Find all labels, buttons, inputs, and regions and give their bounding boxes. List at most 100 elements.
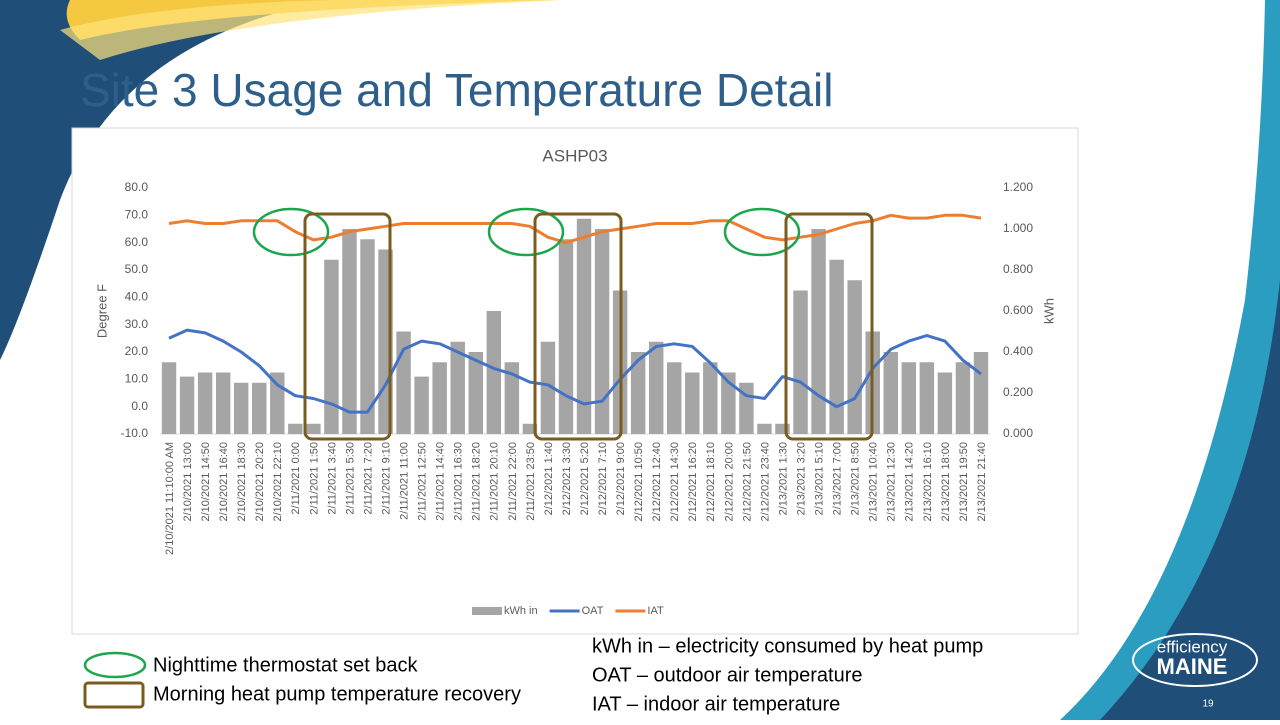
bar: [215, 372, 231, 434]
legend-label: kWh in: [504, 605, 538, 617]
y2-tick-label: 0.200: [1003, 385, 1033, 399]
x-tick-label: 2/13/2021 14:20: [904, 442, 916, 522]
x-tick-label: 2/10/2021 11:10:00 AM: [164, 442, 176, 555]
x-tick-label: 2/12/2021 14:30: [669, 442, 681, 522]
x-tick-label: 2/12/2021 3:30: [561, 442, 573, 515]
x-tick-label: 2/13/2021 1:30: [777, 442, 789, 515]
bar: [288, 423, 303, 434]
bar: [919, 362, 935, 434]
bar: [450, 341, 465, 434]
x-tick-label: 2/13/2021 5:10: [813, 442, 825, 515]
x-tick-label: 2/11/2021 9:10: [380, 442, 392, 515]
bar: [721, 372, 736, 434]
bar: [811, 229, 826, 434]
bar: [703, 362, 718, 434]
x-tick-label: 2/11/2021 0:00: [290, 442, 302, 515]
x-tick-label: 2/12/2021 23:40: [759, 442, 771, 522]
x-tick-label: 2/10/2021 20:20: [254, 442, 266, 522]
bar: [955, 362, 971, 434]
x-tick-label: 2/12/2021 10:50: [633, 442, 645, 522]
recovery-box: [303, 212, 392, 441]
bar: [757, 423, 772, 434]
bar: [342, 229, 357, 434]
decor-left: [0, 0, 330, 360]
plot: -10.0 0.0 10.0 20.0 30.0 40.0 50.0 60.0 70.0 80.0…: [121, 180, 1034, 617]
recovery-box: [533, 212, 623, 441]
bar: [973, 352, 989, 434]
x-tick-label: 2/12/2021 18:10: [705, 442, 717, 522]
bar: [648, 341, 664, 434]
x-tick-label: 2/11/2021 20:10: [489, 442, 501, 521]
x-tick-label: 2/12/2021 9:00: [615, 442, 627, 515]
y-tick-label: 10.0: [125, 372, 149, 386]
bar: [685, 372, 700, 434]
x-tick-label: 2/10/2021 14:50: [200, 442, 212, 522]
x-tick-label: 2/11/2021 16:30: [453, 442, 465, 521]
y-tick-label: -10.0: [121, 426, 149, 440]
bar: [324, 259, 339, 434]
x-tick-label: 2/13/2021 18:00: [940, 442, 952, 522]
y-tick-label: 20.0: [125, 344, 149, 358]
x-tick-label: 2/10/2021 13:00: [182, 442, 194, 522]
definition: kWh in – electricity consumed by heat pu…: [592, 635, 983, 657]
x-tick-label: 2/13/2021 16:10: [922, 442, 934, 522]
bar: [504, 362, 520, 434]
y-tick-label: 0.0: [131, 399, 148, 413]
chart-title: ASHP03: [542, 146, 607, 165]
y2-tick-label: 0.800: [1003, 262, 1033, 276]
y-tick-label: 50.0: [125, 262, 149, 276]
bar: [883, 352, 898, 434]
x-tick-label: 2/12/2021 16:20: [687, 442, 699, 522]
bar: [414, 376, 429, 434]
bar: [540, 341, 556, 434]
x-tick-label: 2/11/2021 5:30: [344, 442, 356, 515]
bar: [630, 352, 646, 434]
y2-tick-label: 0.600: [1003, 303, 1033, 317]
y-tick-label: 40.0: [125, 290, 149, 304]
legend-label: OAT: [582, 605, 604, 617]
x-tick-label: 2/12/2021 7:10: [597, 442, 609, 515]
x-tick-label: 2/11/2021 23:50: [525, 442, 537, 521]
definition: OAT – outdoor air temperature: [592, 664, 863, 686]
slide-title: Site 3 Usage and Temperature Detail: [80, 64, 833, 116]
bar: [901, 362, 917, 434]
x-tick-label: 2/11/2021 18:20: [471, 442, 483, 521]
bar: [270, 372, 285, 434]
bar: [360, 239, 375, 434]
bar: [306, 423, 321, 434]
x-tick-label: 2/11/2021 22:00: [507, 442, 519, 521]
y-tick-label: 80.0: [125, 180, 149, 194]
x-tick-label: 2/11/2021 11:00: [398, 442, 410, 520]
bar: [468, 352, 483, 434]
x-tick-label: 2/13/2021 8:50: [850, 442, 862, 515]
x-tick-label: 2/13/2021 21:40: [976, 442, 988, 522]
bar: [829, 259, 844, 434]
y-axis-title: Degree F: [94, 284, 109, 338]
x-tick-label: 2/12/2021 1:40: [543, 442, 555, 515]
key-oval: [83, 651, 147, 679]
bar: [594, 229, 610, 434]
x-tick-label: 2/11/2021 7:20: [362, 442, 374, 515]
legend-swatch: [472, 607, 502, 615]
legend-label: IAT: [647, 605, 664, 617]
bar: [558, 239, 574, 434]
y2-tick-label: 1.000: [1003, 221, 1033, 235]
y-tick-label: 30.0: [125, 317, 149, 331]
recovery-box: [784, 212, 874, 441]
bar: [252, 382, 267, 434]
x-tick-label: 2/11/2021 3:40: [326, 442, 338, 515]
setback-oval: [252, 207, 330, 257]
x-tick-label: 2/12/2021 21:50: [741, 442, 753, 522]
y2-axis-title: kWh: [1041, 298, 1056, 324]
bar: [161, 362, 177, 434]
bar: [179, 376, 195, 434]
x-tick-label: 2/11/2021 14:40: [435, 442, 447, 521]
bar: [775, 423, 790, 434]
y2-tick-label: 0.000: [1003, 426, 1033, 440]
x-tick-label: 2/12/2021 20:00: [723, 442, 735, 522]
y2-tick-label: 1.200: [1003, 180, 1033, 194]
bar: [197, 372, 213, 434]
x-tick-label: 2/13/2021 12:30: [886, 442, 898, 522]
x-tick-label: 2/13/2021 7:00: [832, 442, 844, 515]
